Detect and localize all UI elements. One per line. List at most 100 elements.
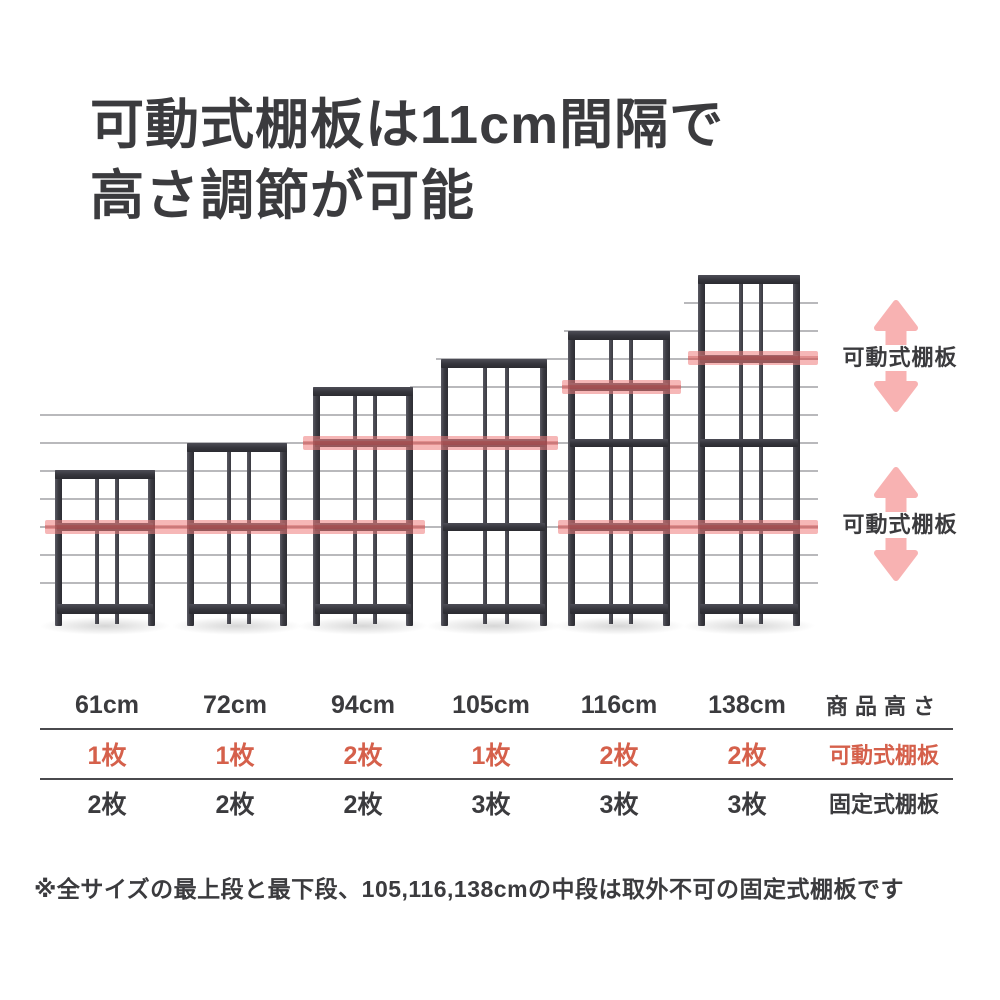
table-cell-movable: 1枚 bbox=[471, 742, 511, 770]
gridline bbox=[684, 302, 818, 304]
gridline bbox=[436, 358, 818, 360]
shelf-unit-105cm bbox=[425, 359, 563, 635]
shelf-board bbox=[443, 523, 545, 531]
footnote: ※全サイズの最上段と最下段、105,116,138cmの中段は取外不可の固定式棚… bbox=[34, 876, 905, 902]
shelf-board bbox=[570, 439, 668, 447]
shelf-post-inner bbox=[227, 447, 231, 624]
shelf-shadow bbox=[425, 617, 563, 635]
movable-shelf-band-core bbox=[562, 385, 681, 389]
shelf-post-right bbox=[663, 331, 670, 626]
movable-shelf-band bbox=[303, 436, 558, 450]
gridline bbox=[564, 330, 818, 332]
table-row-header-movable: 可動式棚板 bbox=[828, 743, 939, 768]
shelf-post-right bbox=[280, 443, 287, 626]
shelf-top-board bbox=[55, 470, 155, 479]
movable-shelf-band-core bbox=[688, 356, 818, 360]
shelf-post-right bbox=[148, 470, 155, 626]
gridline bbox=[40, 470, 818, 472]
table-cell-height: 72cm bbox=[203, 690, 267, 719]
shelf-unit-116cm bbox=[552, 331, 686, 635]
movable-shelf-band-core bbox=[558, 525, 818, 529]
shelf-shadow bbox=[171, 617, 303, 635]
table-cell-height: 94cm bbox=[331, 690, 395, 719]
title-line-2: 高さ調節が可能 bbox=[90, 166, 475, 226]
shelf-post-left bbox=[441, 359, 448, 626]
shelf-post-inner bbox=[505, 363, 509, 624]
shelf-post-left bbox=[187, 443, 194, 626]
shelf-post-inner bbox=[353, 391, 357, 624]
movable-shelf-band bbox=[562, 380, 681, 394]
table-cell-fixed: 2枚 bbox=[343, 791, 383, 819]
shelf-bottom-board bbox=[57, 604, 153, 614]
table-row-header-fixed: 固定式棚板 bbox=[828, 792, 939, 817]
table-row-header-height: 商品高さ bbox=[825, 694, 942, 719]
shelf-post-left bbox=[313, 387, 320, 626]
shelf-bottom-board bbox=[189, 604, 285, 614]
shelf-bottom-board bbox=[315, 604, 411, 614]
shelf-post-left bbox=[698, 275, 705, 626]
shelf-unit-61cm bbox=[39, 470, 171, 635]
table-cell-movable: 2枚 bbox=[343, 742, 383, 770]
shelf-shadow bbox=[552, 617, 686, 635]
shelf-unit-72cm bbox=[171, 443, 303, 635]
shelf-bottom-board bbox=[443, 604, 545, 614]
shelf-top-board bbox=[698, 275, 800, 284]
gridline bbox=[40, 582, 818, 584]
movable-shelf-band-core bbox=[45, 525, 425, 529]
shelf-top-board bbox=[187, 443, 287, 452]
title-line-1: 可動式棚板は11cm間隔で bbox=[90, 95, 725, 155]
table-cell-fixed: 2枚 bbox=[215, 791, 255, 819]
table-cell-movable: 2枚 bbox=[599, 742, 639, 770]
table-cell-fixed: 2枚 bbox=[87, 791, 127, 819]
movable-shelf-band bbox=[45, 520, 425, 534]
table-cell-height: 138cm bbox=[708, 690, 786, 719]
shelf-post-inner bbox=[483, 363, 487, 624]
shelf-post-inner bbox=[115, 474, 119, 624]
shelf-post-inner bbox=[609, 335, 613, 624]
shelf-top-board bbox=[568, 331, 670, 340]
table-cell-movable: 2枚 bbox=[727, 742, 767, 770]
shelf-post-right bbox=[406, 387, 413, 626]
table-row-movable: 1枚 1枚 2枚 1枚 2枚 2枚 可動式棚板 bbox=[43, 738, 957, 770]
table-cell-fixed: 3枚 bbox=[471, 791, 511, 819]
shelf-shadow bbox=[39, 617, 171, 635]
table-cell-height: 61cm bbox=[75, 690, 139, 719]
movable-shelf-band-core bbox=[303, 441, 558, 445]
page-title: 可動式棚板は11cm間隔で 高さ調節が可能 bbox=[90, 90, 724, 232]
shelf-bottom-board bbox=[700, 604, 798, 614]
shelf-bottom-board bbox=[570, 604, 668, 614]
movable-shelf-band bbox=[688, 351, 818, 365]
gridline bbox=[40, 526, 818, 528]
table-divider-top bbox=[40, 728, 953, 730]
shelf-post-inner bbox=[759, 279, 763, 624]
shelf-post-inner bbox=[95, 474, 99, 624]
table-cell-fixed: 3枚 bbox=[599, 791, 639, 819]
table-cell-fixed: 3枚 bbox=[727, 791, 767, 819]
shelf-post-inner bbox=[247, 447, 251, 624]
shelf-unit-94cm bbox=[297, 387, 429, 635]
shelf-post-right bbox=[540, 359, 547, 626]
gridline bbox=[40, 554, 818, 556]
table-cell-height: 105cm bbox=[452, 690, 530, 719]
table-divider-bottom bbox=[40, 778, 953, 780]
shelf-post-inner bbox=[373, 391, 377, 624]
shelf-post-left bbox=[55, 470, 62, 626]
movable-shelf-band bbox=[558, 520, 818, 534]
gridline bbox=[40, 498, 818, 500]
table-cell-movable: 1枚 bbox=[215, 742, 255, 770]
shelf-post-inner bbox=[739, 279, 743, 624]
shelf-unit-138cm bbox=[682, 275, 816, 635]
shelf-board bbox=[700, 439, 798, 447]
shelf-post-left bbox=[568, 331, 575, 626]
shelf-post-right bbox=[793, 275, 800, 626]
shelf-shadow bbox=[297, 617, 429, 635]
gridline bbox=[40, 414, 818, 416]
table-row-heights: 61cm 72cm 94cm 105cm 116cm 138cm 商品高さ bbox=[43, 689, 957, 721]
shelf-top-board bbox=[441, 359, 547, 368]
table-cell-height: 116cm bbox=[580, 690, 658, 719]
shelf-top-board bbox=[313, 387, 413, 396]
shelf-post-inner bbox=[629, 335, 633, 624]
table-cell-movable: 1枚 bbox=[87, 742, 127, 770]
